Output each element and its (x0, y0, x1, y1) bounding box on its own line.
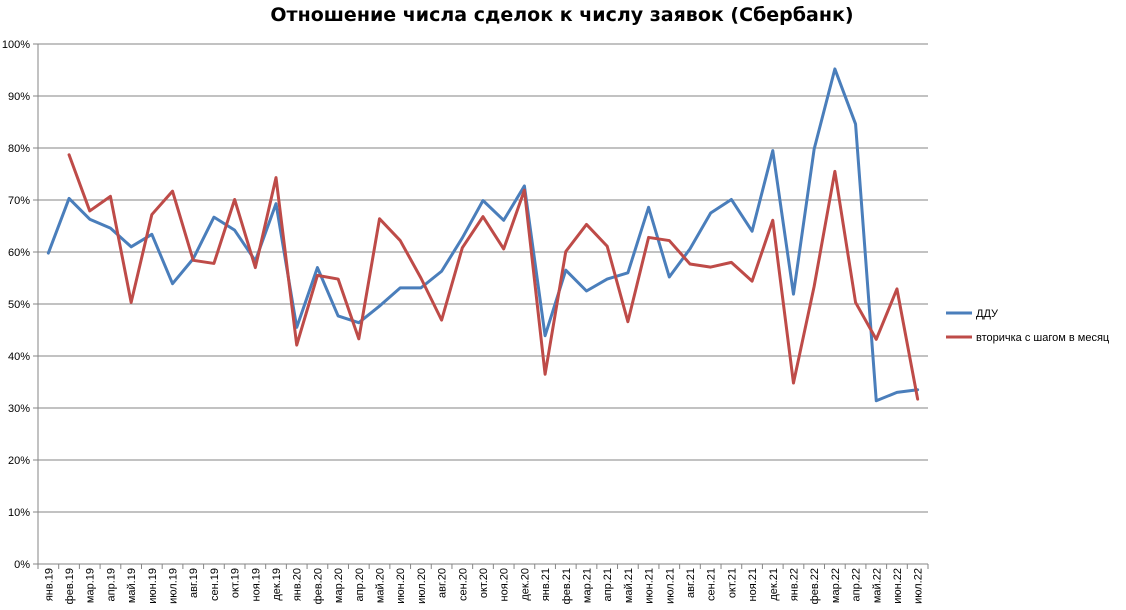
x-tick-label: мар.22 (830, 568, 842, 603)
x-tick-label: июн.19 (147, 568, 159, 604)
x-tick-label: дек.19 (271, 568, 283, 601)
x-tick-label: янв.19 (43, 568, 55, 601)
x-tick-label: июл.22 (913, 568, 925, 604)
y-tick-label: 90% (8, 91, 30, 103)
y-tick-label: 40% (8, 351, 30, 363)
x-tick-label: янв.20 (292, 568, 304, 601)
x-tick-label: ноя.21 (747, 568, 759, 601)
x-tick-label: окт.21 (726, 568, 738, 598)
y-tick-label: 20% (8, 455, 30, 467)
legend: ДДУ вторичка с шагом в месяц (946, 308, 1110, 344)
x-tick-label: июл.20 (416, 568, 428, 604)
y-tick-label: 50% (8, 299, 30, 311)
x-tick-label: май.21 (623, 568, 635, 603)
y-tick-label: 100% (2, 39, 30, 51)
x-tick-label: окт.19 (230, 568, 242, 598)
x-tick-label: мар.21 (581, 568, 593, 603)
chart-title: Отношение числа сделок к числу заявок (С… (270, 4, 853, 26)
x-tick-label: май.19 (126, 568, 138, 603)
gridlines (38, 43, 928, 513)
x-tick-label: дек.20 (519, 568, 531, 601)
x-tick-label: сен.19 (209, 568, 221, 601)
x-tick-label: апр.21 (602, 568, 614, 601)
x-tick-label: фев.19 (64, 568, 76, 604)
x-tick-label: фев.20 (312, 568, 324, 604)
x-tick-label: мар.19 (85, 568, 97, 603)
x-tick-label: дек.21 (768, 568, 780, 601)
series-line-0 (46, 67, 920, 403)
x-tick-label: июл.21 (664, 568, 676, 604)
x-tick-label: апр.20 (354, 568, 366, 601)
x-tick-label: июн.21 (644, 568, 656, 604)
axes (33, 43, 929, 569)
legend-label-1: вторичка с шагом в месяц (976, 332, 1110, 344)
x-tick-label: авг.20 (437, 568, 449, 598)
y-tick-label: 30% (8, 403, 30, 415)
x-tick-label: май.20 (375, 568, 387, 603)
series-line-1 (67, 153, 920, 401)
x-tick-label: авг.19 (188, 568, 200, 598)
y-tick-label: 0% (14, 559, 30, 571)
y-tick-label: 80% (8, 143, 30, 155)
x-tick-label: фев.21 (561, 568, 573, 604)
x-tick-label: ноя.19 (250, 568, 262, 601)
legend-label-0: ДДУ (976, 308, 999, 320)
x-tick-label: мар.20 (333, 568, 345, 603)
x-tick-label: авг.21 (685, 568, 697, 598)
x-tick-label: май.22 (871, 568, 883, 603)
x-tick-label: окт.20 (478, 568, 490, 598)
y-tick-label: 10% (8, 507, 30, 519)
x-tick-label: сен.20 (457, 568, 469, 601)
x-tick-label: апр.22 (851, 568, 863, 601)
series-lines (46, 67, 920, 403)
x-tick-label: апр.19 (105, 568, 117, 601)
x-tick-label: янв.21 (540, 568, 552, 601)
x-tick-label: июн.22 (892, 568, 904, 604)
x-tick-label: июн.20 (395, 568, 407, 604)
x-tick-label: янв.22 (788, 568, 800, 601)
x-tick-label: фев.22 (809, 568, 821, 604)
y-tick-label: 70% (8, 195, 30, 207)
y-axis-ticks: 0% 10% 20% 30% 40% 50% 60% 70% 80% 90% 100% (2, 39, 30, 571)
y-tick-label: 60% (8, 247, 30, 259)
x-tick-label: июл.19 (168, 568, 180, 604)
x-tick-label: ноя.20 (499, 568, 511, 601)
x-axis-ticks: янв.19 фев.19 мар.19 апр.19 май.19 июн.19 июл.… (43, 568, 924, 604)
x-tick-label: сен.21 (706, 568, 718, 601)
